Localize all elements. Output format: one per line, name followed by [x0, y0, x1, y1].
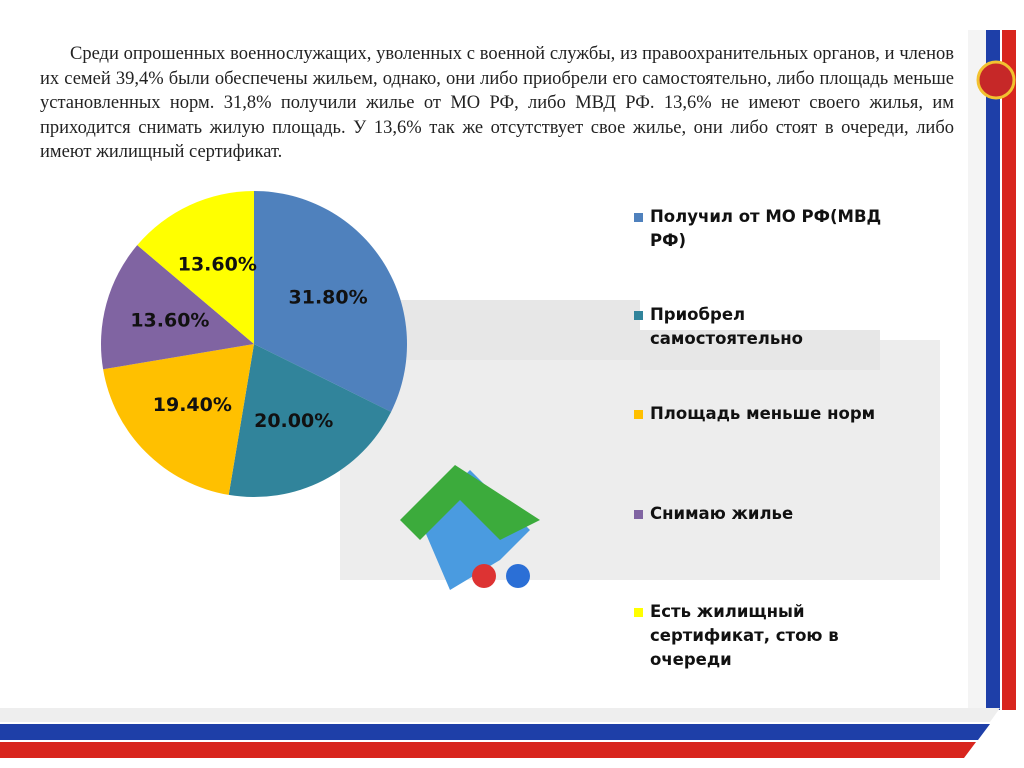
stripe-red [0, 742, 976, 758]
legend-entry: Приобрел самостоятельно [632, 303, 900, 351]
legend-swatch [634, 410, 643, 419]
pie-slice [103, 344, 254, 495]
legend-swatch [634, 608, 643, 617]
stripe-blue [0, 724, 990, 740]
pie-slice [228, 344, 392, 497]
legend-label: Есть жилищный сертификат, стою в очереди [650, 602, 839, 669]
legend-label: Снимаю жилье [650, 504, 794, 523]
stripe-white [0, 708, 1000, 722]
emblem [976, 60, 1016, 100]
data-label: 13.60% [178, 253, 257, 275]
data-label: 31.80% [289, 287, 368, 309]
pie-slice [137, 191, 254, 344]
legend-entry: Есть жилищный сертификат, стою в очереди [632, 600, 900, 672]
legend-label: Получил от МО РФ(МВД РФ) [650, 207, 882, 250]
legend-swatch [634, 510, 643, 519]
flag-blue [986, 30, 1000, 710]
house-icon [400, 465, 540, 590]
pie-slice [254, 191, 407, 412]
legend-label: Приобрел самостоятельно [650, 305, 804, 348]
flag-white [968, 30, 986, 710]
legend-entry: Площадь меньше норм [632, 402, 900, 426]
pie-slice [101, 245, 254, 370]
data-label: 13.60% [130, 309, 209, 331]
data-label: 20.00% [254, 410, 333, 432]
legend-label: Площадь меньше норм [650, 404, 876, 423]
description: Среди опрошенных военнослужащих, уволенн… [40, 44, 954, 162]
flag-red [1002, 30, 1016, 710]
legend-entry: Снимаю жилье [632, 502, 900, 526]
legend-swatch [634, 213, 643, 222]
legend-entry: Получил от МО РФ(МВД РФ) [632, 205, 900, 253]
data-label: 19.40% [153, 394, 232, 416]
legend-swatch [634, 311, 643, 320]
